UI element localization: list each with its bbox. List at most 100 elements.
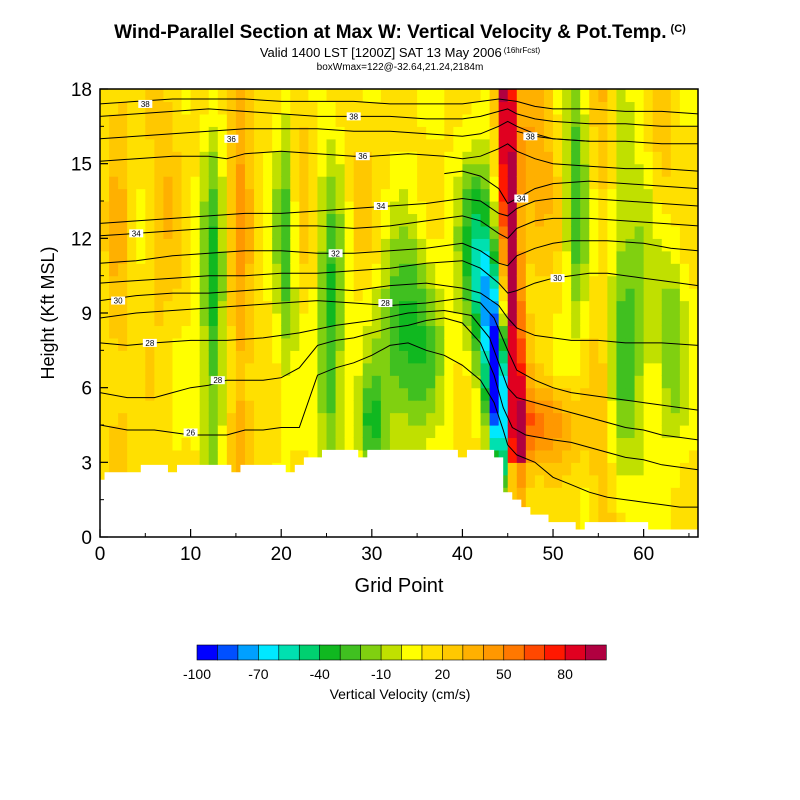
heat-cell — [199, 350, 210, 364]
heat-cell — [417, 300, 427, 314]
heat-cell — [670, 512, 681, 526]
heat-cell — [172, 188, 183, 202]
heat-cell — [290, 449, 300, 463]
heat-cell — [281, 89, 291, 103]
heat-cell — [353, 337, 364, 351]
heat-cell — [118, 400, 128, 414]
heat-cell — [553, 474, 563, 488]
heat-cell — [326, 225, 337, 239]
heat-cell — [362, 362, 373, 376]
heat-cell — [272, 400, 282, 414]
heat-cell — [616, 425, 627, 439]
heat-cell — [118, 288, 128, 302]
heat-cell — [661, 499, 672, 513]
heat-cell — [281, 201, 291, 215]
heat-cell — [598, 263, 608, 277]
contour-label: 38 — [349, 112, 358, 121]
heat-cell — [380, 151, 391, 165]
heat-cell — [145, 250, 155, 264]
heat-cell — [589, 313, 599, 327]
heat-cell — [652, 449, 663, 463]
heat-cell — [389, 350, 400, 364]
heat-cell — [172, 225, 183, 239]
heat-cell — [371, 275, 382, 289]
heat-cell — [480, 425, 491, 439]
colorbar-swatch — [319, 644, 341, 661]
heat-cell — [127, 313, 137, 327]
heat-cell — [652, 113, 663, 127]
heat-cell — [688, 300, 698, 314]
heat-cell — [553, 325, 563, 339]
heat-cell — [100, 213, 110, 227]
heat-cell — [553, 275, 563, 289]
heat-cell — [154, 350, 165, 364]
heat-cell — [145, 313, 155, 327]
heat-cell — [308, 213, 319, 227]
heat-cell — [190, 313, 201, 327]
heat-cell — [589, 151, 599, 165]
heat-cell — [417, 101, 427, 115]
heat-cell — [163, 250, 174, 264]
heat-cell — [417, 400, 427, 414]
heat-cell — [371, 188, 382, 202]
heat-cell — [589, 263, 599, 277]
heat-cell — [607, 487, 618, 501]
heat-cell — [344, 350, 355, 364]
heat-cell — [199, 400, 210, 414]
heat-cell — [263, 188, 273, 202]
heat-cell — [598, 250, 608, 264]
y-tick-label: 12 — [71, 229, 92, 250]
heat-cell — [244, 126, 255, 140]
heat-cell — [534, 201, 545, 215]
heat-cell — [235, 362, 246, 376]
heat-cell — [525, 213, 536, 227]
heat-cell — [598, 400, 608, 414]
heat-cell — [181, 449, 192, 463]
heat-cell — [100, 138, 110, 152]
heat-cell — [208, 288, 219, 302]
heat-cell — [670, 474, 681, 488]
heat-cell — [326, 263, 337, 277]
heat-cell — [480, 163, 491, 177]
heat-cell — [109, 325, 119, 339]
heat-cell — [507, 263, 518, 277]
heat-cell — [244, 213, 255, 227]
heat-cell — [516, 113, 527, 127]
heat-cell — [100, 201, 110, 215]
heat-cell — [181, 337, 192, 351]
heat-cell — [109, 288, 119, 302]
heat-cell — [598, 313, 608, 327]
heat-cell — [299, 138, 309, 152]
heat-cell — [190, 225, 201, 239]
heat-cell — [616, 250, 627, 264]
heat-cell — [317, 350, 328, 364]
heat-cell — [362, 138, 373, 152]
heat-cell — [308, 225, 319, 239]
heat-cell — [507, 89, 518, 103]
heat-cell — [145, 275, 155, 289]
heat-cell — [118, 201, 128, 215]
heat-cell — [435, 437, 445, 451]
heat-cell — [607, 151, 618, 165]
heat-cell — [163, 89, 174, 103]
heat-cell — [353, 350, 364, 364]
heat-cell — [417, 275, 427, 289]
heat-cell — [580, 449, 590, 463]
heat-cell — [516, 176, 527, 190]
heat-cell — [380, 400, 391, 414]
heat-cell — [272, 113, 282, 127]
heat-cell — [507, 412, 518, 426]
heat-cell — [181, 437, 192, 451]
heat-cell — [317, 250, 328, 264]
heat-cell — [326, 387, 337, 401]
heat-cell — [154, 126, 165, 140]
heat-cell — [516, 238, 527, 252]
heat-cell — [643, 412, 654, 426]
heat-cell — [634, 437, 645, 451]
heat-cell — [634, 425, 645, 439]
heat-cell — [498, 238, 509, 252]
heat-cell — [226, 337, 237, 351]
heat-cell — [652, 412, 663, 426]
x-tick-label: 60 — [633, 544, 654, 565]
heat-cell — [154, 337, 165, 351]
